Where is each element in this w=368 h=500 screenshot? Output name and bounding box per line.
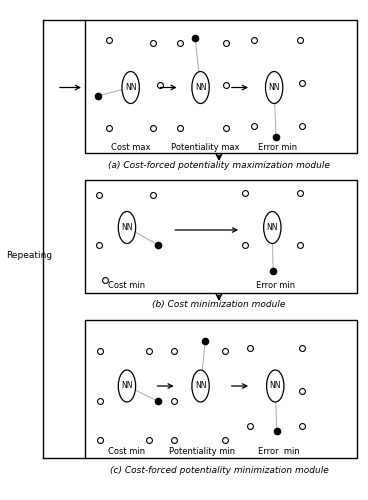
- Point: [251, 36, 257, 44]
- Point: [251, 122, 257, 130]
- Point: [155, 397, 160, 405]
- Point: [97, 397, 103, 405]
- Text: (b) Cost minimization module: (b) Cost minimization module: [152, 300, 286, 309]
- Point: [202, 337, 208, 345]
- Point: [242, 188, 248, 196]
- Point: [297, 188, 303, 196]
- Text: NN: NN: [121, 382, 133, 390]
- Ellipse shape: [265, 72, 283, 104]
- Point: [274, 427, 280, 435]
- Ellipse shape: [192, 72, 209, 104]
- Point: [106, 36, 112, 44]
- Point: [222, 436, 228, 444]
- Point: [177, 38, 183, 46]
- Point: [97, 436, 103, 444]
- Point: [146, 347, 152, 355]
- Point: [150, 191, 156, 199]
- Point: [300, 422, 305, 430]
- Point: [155, 241, 161, 249]
- Point: [96, 191, 102, 199]
- Point: [177, 124, 183, 132]
- Bar: [85, 320, 357, 458]
- Point: [222, 347, 228, 355]
- Text: Repeating: Repeating: [7, 250, 53, 260]
- Text: NN: NN: [121, 223, 133, 232]
- Text: (c) Cost-forced potentiality minimization module: (c) Cost-forced potentiality minimizatio…: [110, 466, 328, 475]
- Ellipse shape: [118, 212, 136, 244]
- Point: [96, 241, 102, 249]
- Point: [106, 124, 112, 132]
- Text: NN: NN: [269, 382, 281, 390]
- Point: [270, 267, 276, 275]
- Point: [300, 344, 305, 351]
- Text: Cost min: Cost min: [109, 446, 145, 456]
- Ellipse shape: [266, 370, 284, 402]
- Text: NN: NN: [268, 83, 280, 92]
- Point: [97, 347, 103, 355]
- Point: [150, 38, 156, 46]
- Text: Potentiality min: Potentiality min: [169, 446, 235, 456]
- Point: [223, 124, 229, 132]
- Text: Error  min: Error min: [258, 446, 300, 456]
- Point: [247, 344, 252, 351]
- Text: NN: NN: [195, 83, 206, 92]
- Point: [242, 241, 248, 249]
- Point: [102, 276, 108, 284]
- Text: NN: NN: [125, 83, 137, 92]
- Point: [171, 347, 177, 355]
- Point: [247, 422, 252, 430]
- Point: [146, 436, 152, 444]
- Ellipse shape: [192, 370, 209, 402]
- Text: NN: NN: [266, 223, 278, 232]
- Point: [223, 38, 229, 46]
- Text: NN: NN: [195, 382, 206, 390]
- Point: [171, 436, 177, 444]
- Ellipse shape: [263, 212, 281, 244]
- Point: [157, 81, 163, 89]
- Point: [299, 78, 305, 86]
- Text: Potentiality max: Potentiality max: [171, 143, 240, 152]
- Point: [223, 81, 229, 89]
- Point: [171, 397, 177, 405]
- Point: [192, 34, 198, 42]
- Point: [297, 241, 303, 249]
- Text: Cost max: Cost max: [111, 143, 151, 152]
- Point: [150, 124, 156, 132]
- Text: Cost min: Cost min: [109, 282, 145, 290]
- Point: [95, 92, 100, 100]
- Point: [300, 387, 305, 395]
- Point: [299, 122, 305, 130]
- Point: [273, 133, 279, 141]
- Text: (a) Cost-forced potentiality maximization module: (a) Cost-forced potentiality maximizatio…: [108, 161, 330, 170]
- Ellipse shape: [122, 72, 139, 104]
- Bar: [85, 180, 357, 292]
- Bar: [85, 20, 357, 152]
- Point: [297, 36, 303, 44]
- Text: Error min: Error min: [258, 143, 297, 152]
- Ellipse shape: [118, 370, 136, 402]
- Text: Error min: Error min: [256, 282, 295, 290]
